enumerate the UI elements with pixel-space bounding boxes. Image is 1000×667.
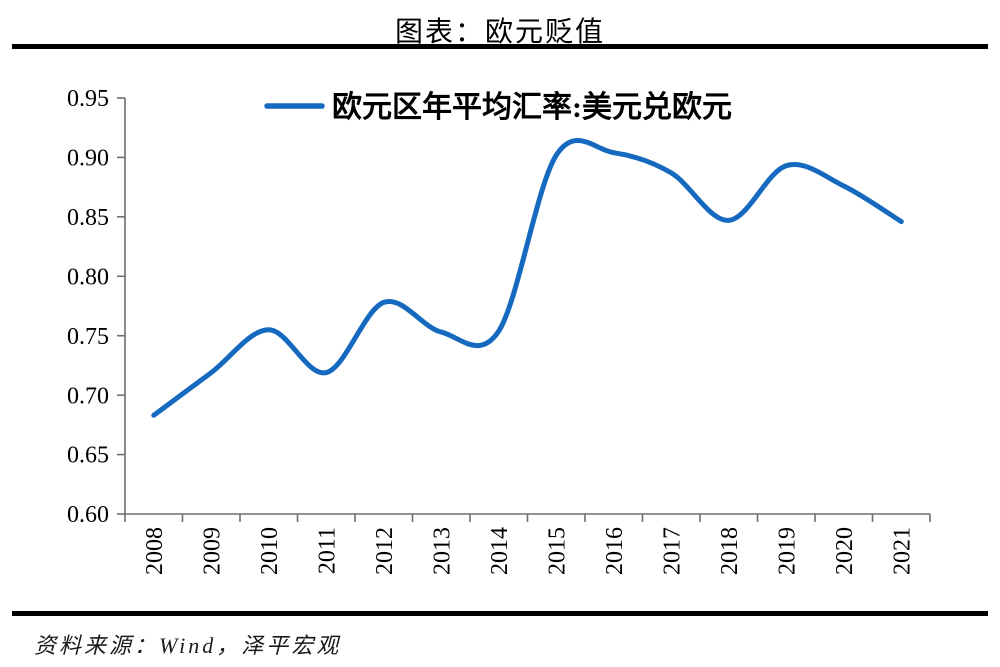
bottom-divider <box>12 611 988 616</box>
x-tick-label: 2008 <box>142 527 168 575</box>
x-tick-label: 2012 <box>372 527 398 575</box>
y-tick-label: 0.85 <box>67 205 109 231</box>
y-tick-label: 0.90 <box>67 146 109 172</box>
y-tick-label: 0.70 <box>67 383 109 409</box>
x-tick-label: 2015 <box>544 527 570 575</box>
x-tick-label: 2014 <box>487 527 513 575</box>
x-tick-label: 2017 <box>659 527 685 575</box>
top-divider <box>12 44 988 49</box>
x-tick-label: 2021 <box>889 527 915 575</box>
y-tick-label: 0.60 <box>67 502 109 528</box>
x-tick-label: 2009 <box>199 527 225 575</box>
series-line <box>151 138 904 418</box>
axes <box>124 98 930 515</box>
source-note: 资料来源：Wind，泽平宏观 <box>34 633 342 658</box>
x-tick-label: 2019 <box>774 527 800 575</box>
x-tick-label: 2010 <box>257 527 283 575</box>
x-tick-label: 2016 <box>602 527 628 575</box>
y-tick-label: 0.80 <box>67 264 109 290</box>
x-tick-label: 2013 <box>429 527 455 575</box>
y-tick-label: 0.65 <box>67 443 109 469</box>
page-title: 图表：欧元贬值 <box>394 17 605 48</box>
x-tick-label: 2011 <box>314 527 340 574</box>
y-tick-label: 0.95 <box>67 86 109 112</box>
x-tick-label: 2018 <box>717 527 743 575</box>
x-tick-label: 2020 <box>832 527 858 575</box>
y-tick-label: 0.75 <box>67 324 109 350</box>
legend-label: 欧元区年平均汇率:美元兑欧元 <box>332 90 732 124</box>
